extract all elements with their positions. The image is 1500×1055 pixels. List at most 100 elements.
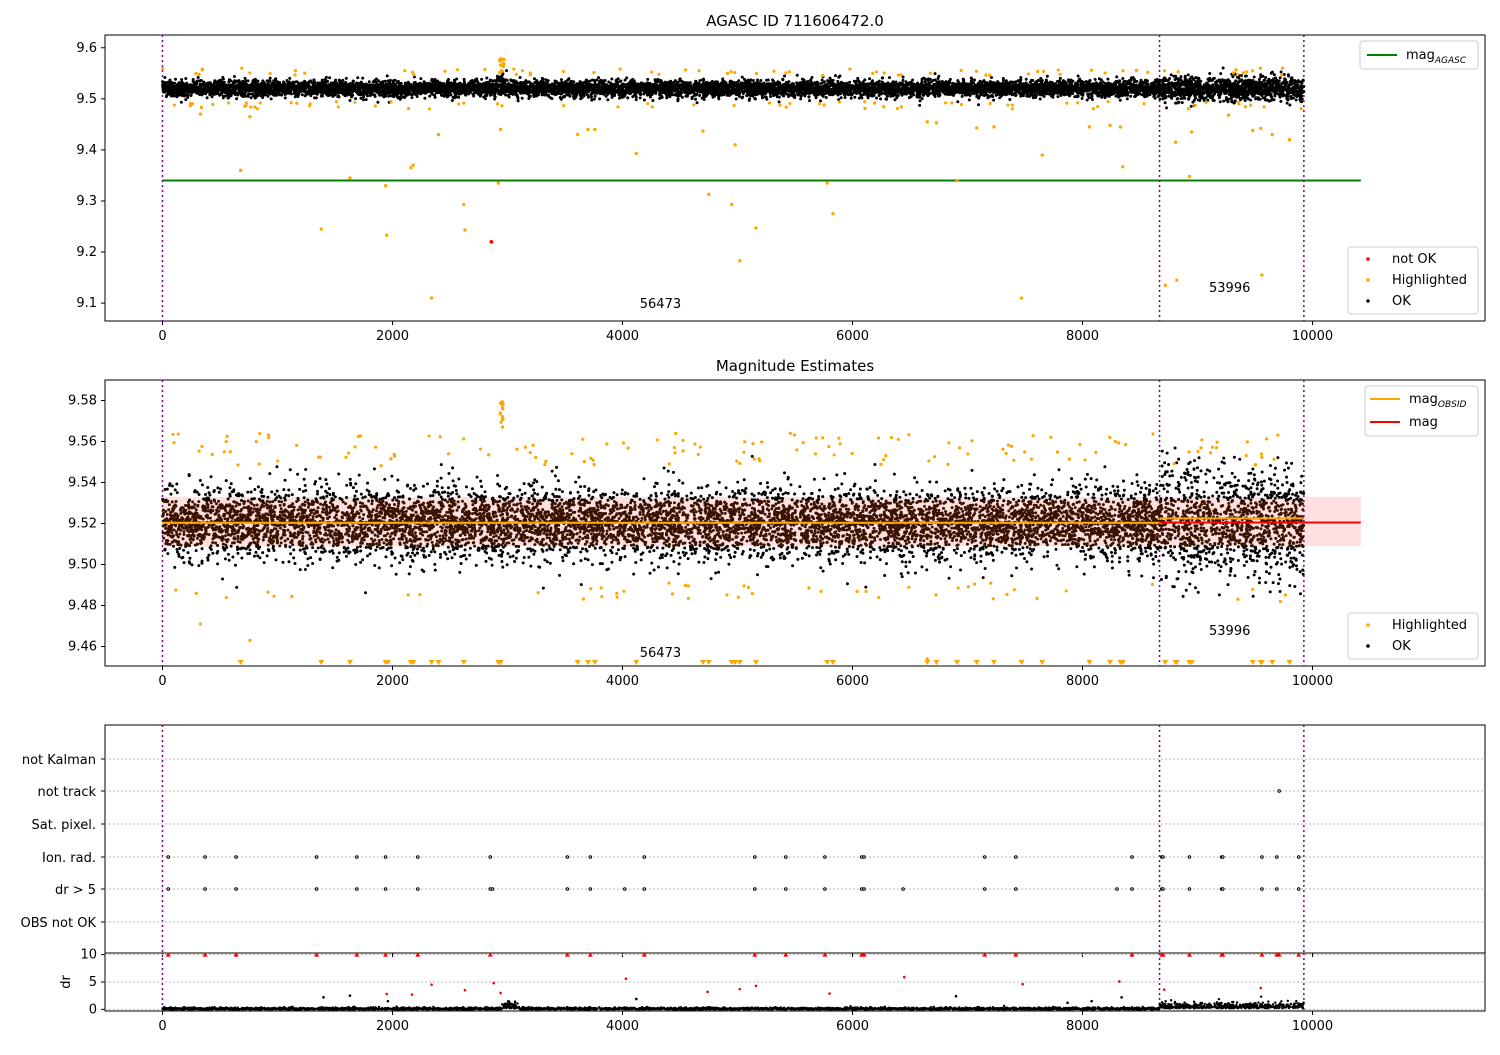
ok-point <box>384 80 387 83</box>
ok-point <box>799 97 802 100</box>
ok-point <box>1130 79 1133 82</box>
ok-point <box>321 79 324 82</box>
ok-point <box>808 99 811 102</box>
ok-point <box>908 96 911 99</box>
ok-point <box>1197 98 1200 101</box>
ok-point <box>376 101 379 104</box>
ok-point <box>998 96 1001 99</box>
ok-point <box>781 78 784 81</box>
ok-point <box>1168 82 1171 85</box>
ok-point <box>233 75 236 78</box>
ok-point <box>1179 97 1182 100</box>
ok-point <box>386 74 389 77</box>
ok-point <box>1273 73 1276 76</box>
ok-point <box>787 80 790 83</box>
ok-point <box>1164 101 1167 104</box>
ok-point <box>1114 95 1117 98</box>
ok-point <box>1176 97 1179 100</box>
ok-point <box>419 77 422 80</box>
ok-point <box>605 95 608 98</box>
ok-point <box>1279 100 1282 103</box>
ok-point <box>505 69 508 72</box>
ok-point <box>977 103 980 106</box>
ok-point <box>1129 95 1132 98</box>
agasc-panel-title: AGASC ID 711606472.0 <box>706 12 884 30</box>
ok-point <box>815 96 818 99</box>
ok-point <box>362 98 365 101</box>
ok-point <box>1025 78 1028 81</box>
ok-point <box>821 79 824 82</box>
ok-point <box>961 95 964 98</box>
ok-point <box>1263 96 1266 99</box>
ok-point <box>362 95 365 98</box>
ok-point <box>1240 74 1243 77</box>
ok-point <box>315 96 318 99</box>
ok-point <box>837 76 840 79</box>
ok-point <box>1167 79 1170 82</box>
ok-point <box>918 104 921 107</box>
ok-point <box>681 96 684 99</box>
ok-point <box>1208 72 1211 75</box>
ok-point <box>819 82 822 85</box>
ok-point <box>840 96 843 99</box>
ok-point <box>365 98 368 101</box>
ok-point <box>428 95 431 98</box>
ok-point <box>934 78 937 81</box>
ok-point <box>1183 97 1186 100</box>
ok-point <box>850 97 853 100</box>
ok-point <box>1159 98 1162 101</box>
ok-point <box>1280 71 1283 74</box>
ok-point <box>1165 106 1168 109</box>
ok-point <box>266 95 269 98</box>
ok-point <box>184 98 187 101</box>
ok-point <box>1132 76 1135 79</box>
ok-point <box>508 95 511 98</box>
ok-point <box>574 94 577 97</box>
ok-point <box>1258 78 1261 81</box>
ok-point <box>1190 105 1193 108</box>
ok-point <box>593 98 596 101</box>
ok-point <box>1181 101 1184 104</box>
ok-point <box>606 98 609 101</box>
ok-point <box>485 77 488 80</box>
ok-point <box>759 79 762 82</box>
ok-point <box>848 81 851 84</box>
ok-point <box>211 95 214 98</box>
ok-point <box>1170 73 1173 76</box>
ok-point <box>1219 72 1222 75</box>
ok-point <box>756 79 759 82</box>
ok-point <box>921 97 924 100</box>
ok-point <box>1265 99 1268 102</box>
ok-point <box>875 96 878 99</box>
ok-point <box>845 82 848 85</box>
ok-point <box>1222 100 1225 103</box>
ok-point <box>1280 82 1283 85</box>
agasc-panel-frame <box>105 35 1485 321</box>
ok-point <box>698 94 701 97</box>
ok-point <box>1193 99 1196 102</box>
ok-point <box>956 100 959 103</box>
ok-point <box>1187 73 1190 76</box>
ok-point <box>1106 78 1109 81</box>
ok-point <box>1287 75 1290 78</box>
ok-point <box>180 101 183 104</box>
ok-point <box>197 76 200 79</box>
ok-point <box>927 79 930 82</box>
ok-point <box>1274 91 1277 94</box>
ok-point <box>901 79 904 82</box>
ok-point <box>450 93 453 96</box>
ok-point <box>741 96 744 99</box>
ok-point <box>834 74 837 77</box>
ok-point <box>301 93 304 96</box>
ok-point <box>619 80 622 83</box>
ok-point <box>235 97 238 100</box>
ok-point <box>1056 95 1059 98</box>
ok-point <box>639 96 642 99</box>
ok-point <box>1174 75 1177 78</box>
ok-point <box>451 99 454 102</box>
ok-point <box>517 99 520 102</box>
ok-point <box>610 78 613 81</box>
ok-point <box>414 81 417 84</box>
